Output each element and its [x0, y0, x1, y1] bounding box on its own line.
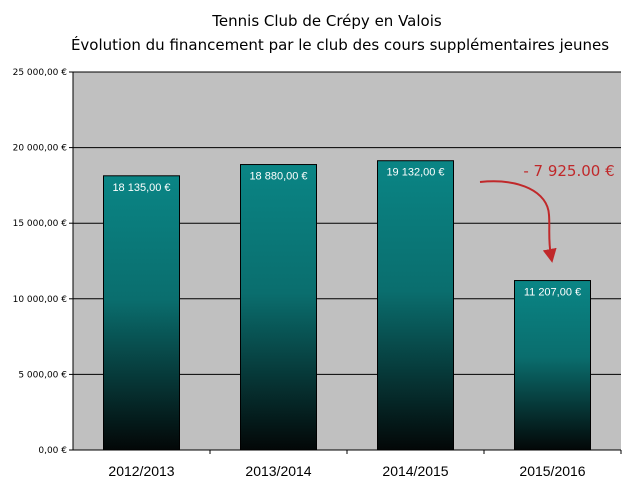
- bar: [240, 164, 317, 451]
- y-tick-label: 25 000,00 €: [13, 68, 68, 78]
- bar-data-label: 19 132,00 €: [386, 167, 444, 179]
- y-tick-label: 10 000,00 €: [13, 295, 68, 305]
- y-tick-label: 20 000,00 €: [13, 144, 68, 154]
- chart-title: Tennis Club de Crépy en Valois: [211, 12, 442, 30]
- x-tick-label: 2013/2014: [245, 463, 311, 479]
- delta-arrow-icon: [479, 180, 557, 263]
- y-tick-label: 0,00 €: [38, 446, 67, 456]
- x-tick-label: 2014/2015: [382, 463, 448, 479]
- x-tick-label: 2015/2016: [519, 463, 585, 479]
- delta-annotation: - 7 925.00 €: [523, 162, 614, 180]
- bar-data-label: 11 207,00 €: [524, 287, 581, 299]
- x-tick-label: 2012/2013: [108, 463, 174, 479]
- y-axis-ticks: 0,00 € 5 000,00 € 10 000,00 € 15 000,00 € 20…: [13, 68, 73, 456]
- bar: [103, 175, 180, 451]
- bar: [514, 280, 591, 451]
- bar: [377, 160, 454, 451]
- x-axis-ticks: 2012/2013 2013/2014 2014/2015 2015/2016: [108, 450, 622, 479]
- y-tick-label: 5 000,00 €: [18, 370, 67, 380]
- chart-subtitle: Évolution du financement par le club des…: [71, 35, 609, 54]
- bar-labels: 18 135,00 € 18 880,00 € 19 132,00 € 11 207,…: [112, 167, 581, 299]
- y-tick-label: 15 000,00 €: [13, 219, 68, 229]
- bars: [103, 160, 591, 451]
- bar-data-label: 18 135,00 €: [112, 182, 170, 194]
- bar-data-label: 18 880,00 €: [249, 171, 307, 183]
